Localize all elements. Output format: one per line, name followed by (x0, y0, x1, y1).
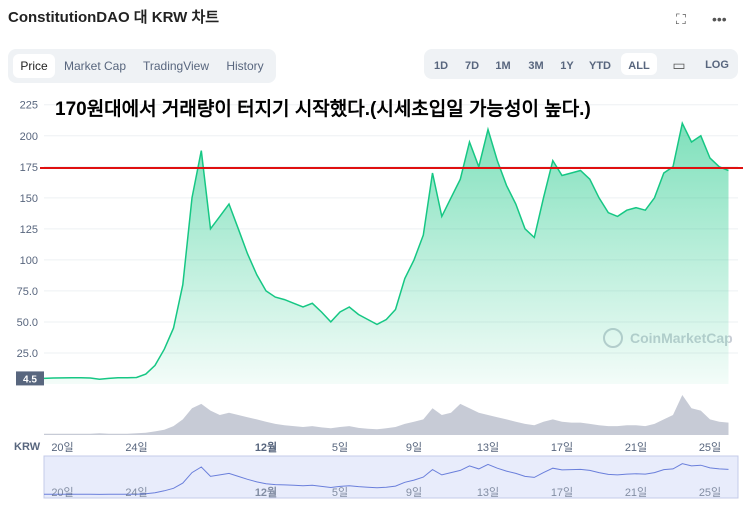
navigator[interactable] (43, 455, 739, 499)
price-area (44, 123, 729, 385)
tab[interactable]: Market Cap (64, 59, 126, 73)
navigator-tick-label: 20일 (51, 485, 73, 499)
x-tick-label: 20일 (51, 440, 73, 454)
x-tick-label: 21일 (625, 440, 647, 454)
tab[interactable]: History (226, 59, 263, 73)
price-marker-box (16, 371, 44, 386)
y-tick-label: 100 (20, 255, 38, 267)
y-tick-label: 200 (20, 131, 38, 143)
tab-group (8, 49, 276, 83)
x-tick-label: 12월 (255, 440, 277, 454)
y-tick-label: 75.0 (17, 286, 38, 298)
x-tick-label: 5일 (332, 440, 348, 454)
x-tick-label: 17일 (551, 440, 573, 454)
volume-area (44, 395, 729, 435)
expand-icon[interactable]: ⛶ (676, 11, 686, 27)
range[interactable]: 1Y (560, 60, 574, 72)
range[interactable]: 1D (434, 60, 448, 72)
tab-active (13, 54, 55, 78)
range[interactable]: 7D (465, 60, 479, 72)
navigator-tick-label: 21일 (625, 485, 647, 499)
navigator-tick-label: 12월 (255, 485, 277, 499)
tab[interactable]: Price (20, 59, 48, 73)
range[interactable]: YTD (589, 60, 611, 72)
calendar-icon[interactable]: ▭ (672, 57, 685, 73)
range[interactable]: 1M (495, 60, 510, 72)
price-line (43, 121, 729, 381)
y-tick-label: 125 (20, 224, 38, 236)
x-tick-label: 25일 (699, 440, 721, 454)
navigator-tick-label: 5일 (332, 485, 348, 499)
range[interactable]: 3M (528, 60, 543, 72)
y-tick-label: 175 (20, 162, 38, 174)
navigator-tick-label: 13일 (477, 485, 499, 499)
title: ConstitutionDAO 대 KRW 차트 (8, 9, 219, 26)
price-marker: 4.5 (23, 374, 37, 385)
y-tick-label: 25.0 (17, 348, 38, 360)
navigator-tick-label: 9일 (406, 485, 422, 499)
range-group (424, 49, 738, 79)
y-tick-label: 50.0 (17, 317, 38, 329)
navigator-line (44, 463, 729, 495)
x-tick-label: 9일 (406, 440, 422, 454)
x-tick-label: 24일 (125, 440, 147, 454)
annotation: 170원대에서 거래량이 터지기 시작했다.(시세초입일 가능성이 높다.) (55, 98, 591, 120)
log-toggle[interactable]: LOG (705, 59, 729, 71)
more-icon[interactable]: ••• (712, 11, 727, 27)
y-tick-label: 150 (20, 193, 38, 205)
range-active (621, 53, 657, 75)
navigator-tick-label: 24일 (125, 485, 147, 499)
x-tick-label: 13일 (477, 440, 499, 454)
tab[interactable]: TradingView (143, 59, 209, 73)
y-tick-label: 225 (20, 100, 38, 112)
navigator-tick-label: 17일 (551, 485, 573, 499)
navigator-tick-label: 25일 (699, 485, 721, 499)
axis-label: KRW (14, 441, 41, 453)
range[interactable]: ALL (628, 60, 650, 72)
